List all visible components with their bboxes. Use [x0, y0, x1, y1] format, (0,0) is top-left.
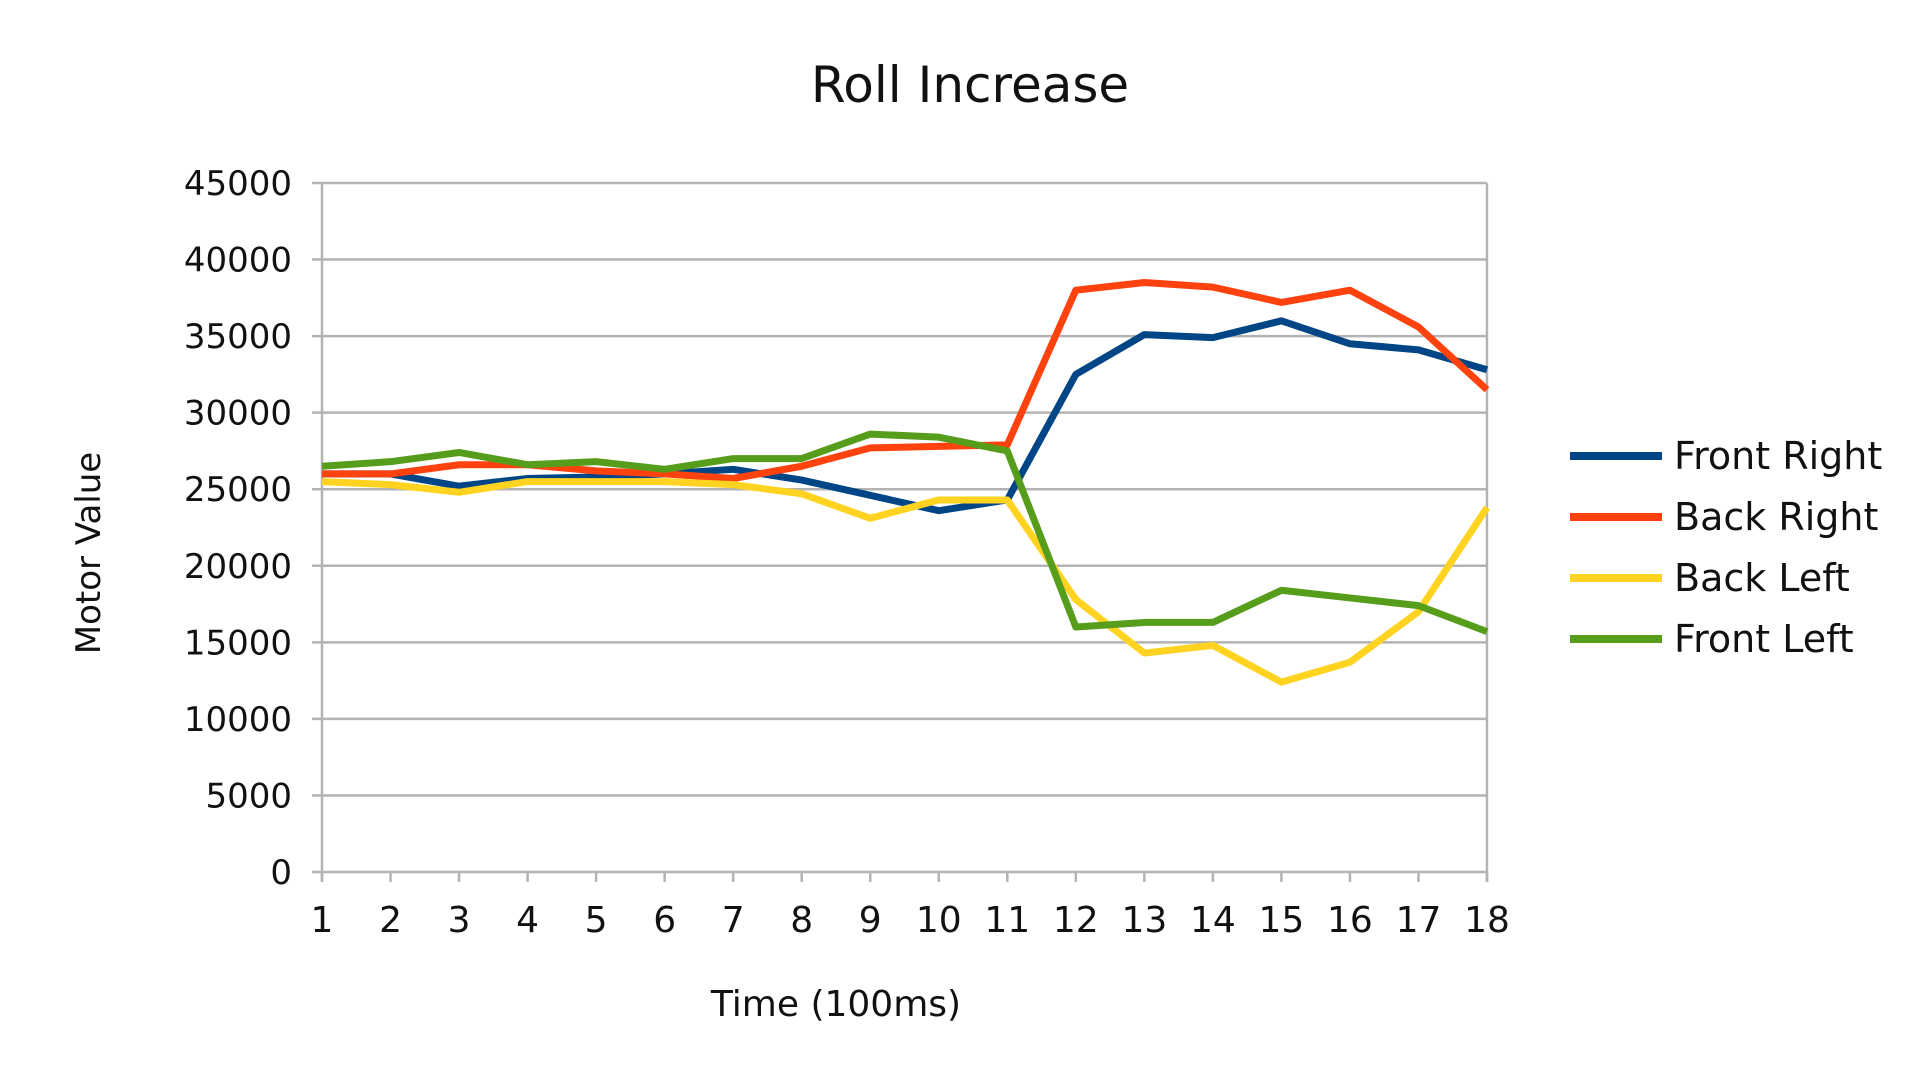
x-tick-label: 4	[516, 900, 539, 941]
x-tick-label: 3	[448, 900, 471, 941]
y-tick-label: 5000	[205, 776, 292, 816]
series-line-front-right	[322, 321, 1487, 511]
series-line-back-right	[322, 283, 1487, 479]
x-tick-label: 2	[379, 900, 402, 941]
legend-label: Front Left	[1674, 617, 1854, 661]
x-tick-label: 14	[1190, 900, 1236, 941]
y-tick-label: 35000	[184, 317, 292, 357]
y-axis-label: Motor Value	[69, 452, 109, 654]
x-tick-label: 1	[311, 900, 334, 941]
y-tick-label: 20000	[184, 547, 292, 587]
y-tick-label: 0	[270, 853, 292, 893]
y-tick-label: 45000	[184, 164, 292, 204]
x-tick-label: 8	[790, 900, 813, 941]
x-tick-label: 11	[984, 900, 1030, 941]
x-tick-label: 7	[722, 900, 745, 941]
series-line-back-left	[322, 482, 1487, 683]
x-axis-label: Time (100ms)	[710, 984, 961, 1025]
y-tick-label: 25000	[184, 470, 292, 510]
x-tick-label: 6	[653, 900, 676, 941]
x-tick-label: 9	[859, 900, 882, 941]
x-tick-label: 18	[1464, 900, 1510, 941]
legend-label: Back Right	[1674, 495, 1878, 539]
x-tick-label: 12	[1053, 900, 1099, 941]
y-tick-label: 15000	[184, 623, 292, 663]
legend-label: Front Right	[1674, 434, 1882, 478]
y-tick-label: 40000	[184, 241, 292, 281]
y-tick-label: 10000	[184, 700, 292, 740]
x-tick-label: 13	[1121, 900, 1167, 941]
x-tick-label: 15	[1259, 900, 1305, 941]
x-tick-label: 16	[1327, 900, 1373, 941]
chart-title: Roll Increase	[811, 56, 1129, 114]
x-tick-label: 10	[916, 900, 962, 941]
y-tick-label: 30000	[184, 394, 292, 434]
x-tick-label: 5	[585, 900, 608, 941]
legend-label: Back Left	[1674, 556, 1850, 600]
x-tick-label: 17	[1396, 900, 1442, 941]
